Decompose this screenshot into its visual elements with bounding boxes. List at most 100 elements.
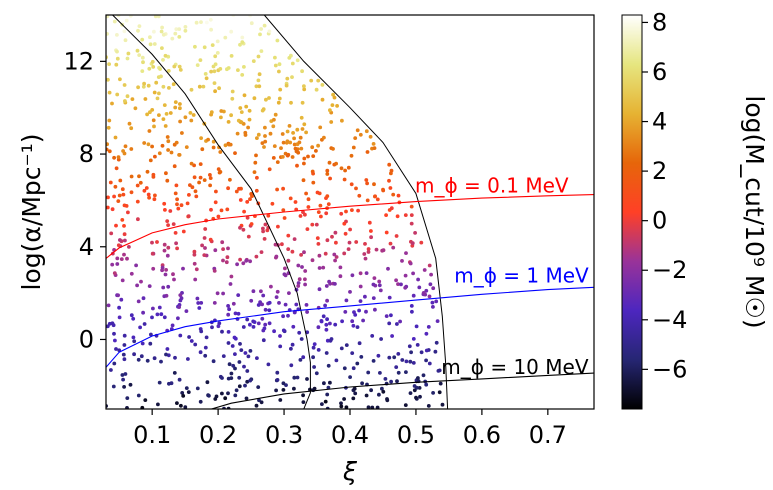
scatter-point xyxy=(138,325,143,330)
scatter-point xyxy=(160,25,165,30)
scatter-point xyxy=(377,392,381,397)
scatter-point xyxy=(147,66,152,71)
scatter-point xyxy=(281,140,286,145)
scatter-point xyxy=(387,295,392,300)
scatter-point xyxy=(342,366,347,371)
scatter-point xyxy=(145,358,150,363)
scatter-point xyxy=(116,155,121,160)
scatter-point xyxy=(231,363,236,368)
scatter-point xyxy=(160,143,165,148)
scatter-point xyxy=(221,258,225,263)
scatter-point xyxy=(344,343,349,347)
scatter-point xyxy=(218,150,223,154)
scatter-point xyxy=(203,227,208,231)
scatter-point xyxy=(206,137,211,142)
scatter-point xyxy=(226,330,231,334)
scatter-point xyxy=(244,258,249,263)
scatter-point xyxy=(290,342,295,347)
scatter-point xyxy=(378,288,383,293)
scatter-point xyxy=(122,252,126,257)
scatter-point xyxy=(211,139,216,144)
scatter-point xyxy=(149,332,153,337)
scatter-point xyxy=(379,337,383,341)
scatter-point xyxy=(192,175,197,180)
scatter-point xyxy=(221,291,226,296)
scatter-point xyxy=(120,278,125,283)
scatter-point xyxy=(218,67,223,71)
scatter-point xyxy=(147,195,152,200)
scatter-point xyxy=(198,350,203,355)
scatter-point xyxy=(235,262,240,267)
scatter-point xyxy=(113,184,118,189)
scatter-point xyxy=(429,272,433,277)
scatter-point xyxy=(330,234,334,239)
scatter-point xyxy=(316,325,321,330)
scatter-point xyxy=(283,302,288,307)
colorbar-tick-label: 8 xyxy=(652,8,667,36)
scatter-point xyxy=(225,207,230,212)
scatter-point xyxy=(302,87,307,92)
scatter-point xyxy=(209,27,214,32)
scatter-point xyxy=(409,304,414,308)
scatter-point xyxy=(325,298,329,303)
scatter-point xyxy=(220,240,225,245)
scatter-point xyxy=(310,145,315,150)
scatter-point xyxy=(109,368,113,372)
scatter-point xyxy=(354,240,359,244)
scatter-point xyxy=(283,273,288,278)
scatter-point xyxy=(276,224,280,229)
scatter-point xyxy=(157,305,162,310)
scatter-point xyxy=(191,113,196,117)
scatter-point xyxy=(183,405,188,409)
scatter-point xyxy=(267,308,272,313)
scatter-point xyxy=(248,378,253,383)
scatter-point xyxy=(204,76,209,81)
scatter-point xyxy=(236,68,240,72)
scatter-point xyxy=(156,15,161,19)
scatter-point xyxy=(266,362,271,367)
scatter-point xyxy=(122,232,127,237)
scatter-point xyxy=(416,277,420,282)
scatter-point xyxy=(212,301,217,305)
scatter-point xyxy=(226,246,230,251)
colorbar-tick-label: 2 xyxy=(652,157,667,185)
scatter-point xyxy=(303,277,307,282)
scatter-point xyxy=(411,293,416,298)
scatter-point xyxy=(355,128,360,133)
scatter-point xyxy=(203,345,208,350)
scatter-point xyxy=(367,220,372,225)
scatter-point xyxy=(288,196,293,201)
scatter-point xyxy=(326,202,331,207)
scatter-point xyxy=(324,284,329,288)
scatter-point xyxy=(394,234,399,238)
scatter-point xyxy=(202,178,207,183)
scatter-point xyxy=(297,140,302,145)
scatter-point xyxy=(323,251,328,256)
scatter-point xyxy=(346,247,351,252)
scatter-point xyxy=(269,284,273,289)
scatter-point xyxy=(375,405,380,409)
scatter-point xyxy=(179,403,183,408)
scatter-point xyxy=(310,258,315,263)
scatter-point xyxy=(125,94,130,99)
scatter-point xyxy=(366,405,371,409)
scatter-point xyxy=(263,307,268,312)
scatter-point xyxy=(339,211,344,216)
scatter-point xyxy=(119,297,124,302)
scatter-point xyxy=(168,111,173,115)
scatter-point xyxy=(233,352,237,356)
scatter-point xyxy=(353,391,358,396)
scatter-point xyxy=(272,329,276,334)
scatter-point xyxy=(351,396,356,401)
scatter-point xyxy=(331,147,335,151)
scatter-point xyxy=(325,172,330,176)
scatter-point xyxy=(396,282,400,286)
scatter-point xyxy=(159,359,163,364)
scatter-point xyxy=(219,208,224,213)
scatter-point xyxy=(286,258,291,263)
scatter-point xyxy=(180,391,185,395)
scatter-point xyxy=(152,29,156,34)
scatter-point xyxy=(248,349,253,353)
line-label-2: m_ϕ = 1 MeV xyxy=(454,264,589,288)
scatter-point xyxy=(277,62,282,67)
